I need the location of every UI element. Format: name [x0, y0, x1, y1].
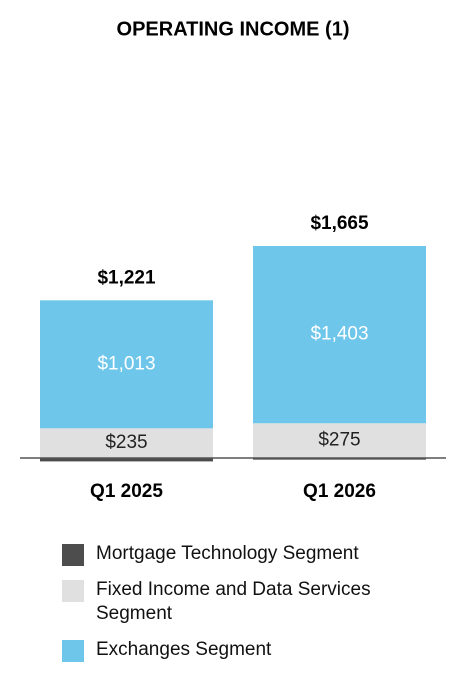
legend-label: Fixed Income and Data Services Segment	[96, 579, 371, 624]
data-label: $235	[105, 432, 147, 453]
bar-segment	[40, 428, 213, 458]
x-tick-label: Q1 2026	[303, 481, 376, 502]
total-label: $1,665	[310, 213, 369, 234]
legend-label: Mortgage Technology Segment	[96, 543, 359, 564]
legend-swatch	[62, 580, 84, 602]
bar-segment	[40, 300, 213, 429]
legend-swatch	[62, 544, 84, 566]
total-label: $1,221	[97, 267, 156, 288]
legend-swatch	[62, 640, 84, 662]
bar-segment	[253, 458, 426, 460]
data-label: $1,013	[97, 353, 155, 374]
legend-item: Mortgage Technology Segment	[62, 542, 422, 566]
data-label: $275	[318, 430, 360, 451]
data-label: $1,403	[310, 324, 368, 345]
bar-segment	[253, 423, 426, 458]
bar-segment	[253, 246, 426, 424]
chart-title: OPERATING INCOME (1)	[117, 18, 350, 40]
bar-segment	[40, 458, 213, 462]
legend: Mortgage Technology Segment Fixed Income …	[62, 542, 422, 674]
legend-item: Exchanges Segment	[62, 638, 422, 662]
legend-label: Exchanges Segment	[96, 639, 272, 660]
legend-item: Fixed Income and Data Services Segment	[62, 578, 422, 626]
x-tick-label: Q1 2025	[90, 481, 163, 502]
chart: OPERATING INCOME (1) $235 $1,013 $1,221 Q1 …	[20, 18, 446, 502]
